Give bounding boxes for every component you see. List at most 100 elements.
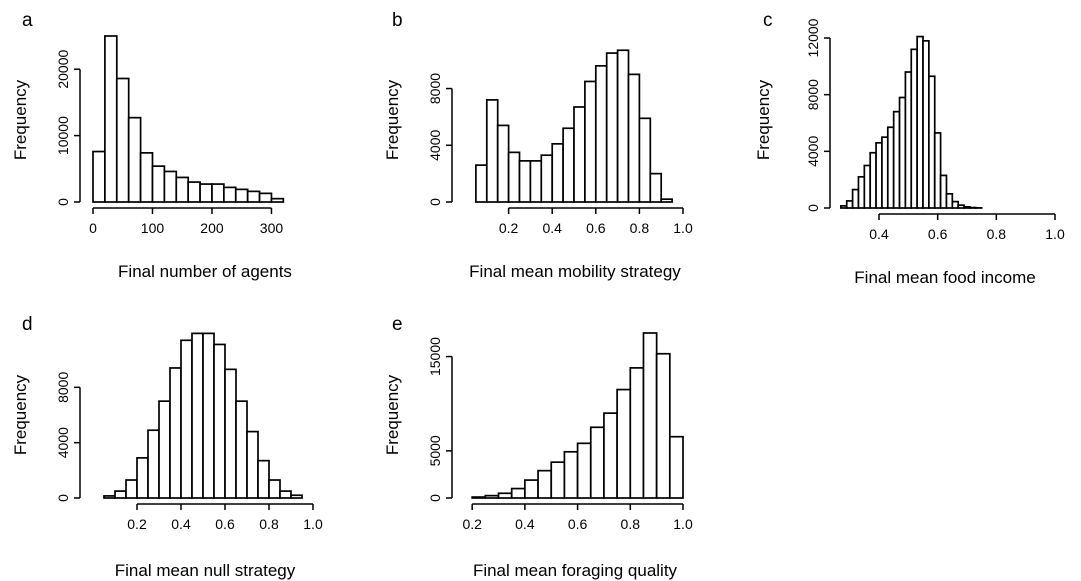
histogram-bar: [211, 183, 225, 203]
histogram-bar: [668, 435, 684, 499]
histogram-bar: [268, 479, 281, 499]
x-tick-label: 0.2: [462, 516, 482, 532]
histogram-bar: [892, 110, 901, 209]
x-tick-label: 0.6: [928, 226, 948, 242]
histogram-bar: [616, 49, 630, 203]
x-tick-label: 100: [141, 220, 165, 236]
x-tick-label: 1.0: [303, 516, 323, 532]
histogram-bar: [928, 75, 936, 209]
panel-b: b 0.2 0.4 0.6 0.8 1.0 0 4000 8000 Final mean mobi…: [383, 10, 693, 281]
histogram-bar: [518, 160, 532, 203]
y-axis-title: Frequency: [11, 374, 30, 455]
histogram-bar: [103, 495, 116, 499]
panel-c: c 0.4 0.6 0.8 1.0 0 4000 8000 12000 Final mean fo…: [754, 10, 1065, 287]
y-tick-label: 8000: [55, 372, 71, 403]
histogram-bar: [939, 174, 948, 209]
histogram-bar: [945, 192, 954, 209]
y-tick-label: 0: [55, 494, 71, 502]
panel-letter: e: [392, 314, 403, 335]
histogram-bar: [270, 197, 285, 203]
histogram-bar: [114, 490, 127, 499]
histogram-bar: [163, 170, 178, 203]
histogram-bar: [484, 494, 500, 499]
y-tick-label: 12000: [805, 18, 821, 57]
histogram-bar: [573, 106, 586, 203]
histogram-bar: [857, 175, 866, 209]
histogram-bar: [957, 204, 965, 209]
histogram-bar: [562, 127, 575, 203]
x-tick-label: 200: [200, 220, 224, 236]
histogram-bar: [886, 126, 895, 209]
histogram-bar: [629, 367, 645, 499]
histogram-bar: [951, 200, 960, 209]
x-tick-label: 0.8: [630, 220, 650, 236]
x-tick-label: 0.2: [499, 220, 519, 236]
x-tick-label: 1.0: [673, 220, 693, 236]
histogram-bar: [187, 181, 201, 203]
histogram-bar: [933, 132, 942, 209]
histogram-bar: [540, 154, 554, 203]
histogram-bar: [881, 136, 889, 209]
histogram-bar: [151, 165, 166, 203]
histogram-bar: [257, 459, 270, 499]
x-tick-label: 0.6: [215, 516, 235, 532]
histogram-bar: [497, 492, 513, 499]
histogram-bar: [199, 183, 213, 203]
histogram-bar: [223, 186, 237, 203]
histogram-bar: [922, 39, 930, 209]
y-axis-title: Frequency: [383, 79, 402, 160]
panel-letter: d: [22, 314, 33, 335]
histogram-bar: [863, 164, 872, 209]
histogram-bar: [510, 487, 526, 499]
x-tick-label: 0.8: [621, 516, 641, 532]
histogram-bar: [175, 176, 190, 203]
y-tick-label: 0: [427, 494, 443, 502]
x-axis-title: Final mean food income: [854, 268, 1035, 287]
y-axis-title: Frequency: [383, 374, 402, 455]
histogram-bar: [875, 141, 883, 209]
histogram-bar: [475, 164, 488, 203]
y-tick-label: 0: [427, 198, 443, 206]
histogram-bar: [290, 494, 303, 499]
histogram-bar: [496, 124, 510, 203]
histogram-bar: [136, 457, 149, 499]
y-axis-title: Frequency: [11, 79, 30, 160]
histogram-bar: [529, 160, 543, 203]
y-tick-label: 10000: [55, 116, 71, 155]
histogram-bar: [147, 429, 160, 499]
y-axis-title: Frequency: [754, 79, 773, 160]
histogram-bar: [191, 332, 204, 499]
histogram-bar: [524, 479, 539, 499]
histogram-bar: [551, 143, 564, 203]
histogram-bar: [125, 479, 138, 499]
histogram-bar: [655, 352, 671, 499]
histogram-bar: [258, 192, 273, 203]
panel-letter: a: [22, 10, 33, 31]
histogram-bar: [589, 426, 605, 499]
x-axis-title: Final mean mobility strategy: [469, 262, 681, 281]
x-tick-label: 0.4: [542, 220, 562, 236]
panel-e: e 0.2 0.4 0.6 0.8 1.0 0 5000 15000 Final mean for…: [383, 314, 693, 580]
histogram-bar: [507, 151, 521, 203]
x-axis-title: Final mean null strategy: [115, 561, 296, 580]
panel-a: a 0 100 200 300 0 10000 20000 Final number of ag…: [11, 10, 292, 281]
y-tick-label: 20000: [55, 50, 71, 89]
x-tick-label: 1.0: [673, 516, 693, 532]
histogram-bar: [471, 496, 487, 499]
histogram-bar: [563, 450, 579, 499]
histogram-bar: [642, 332, 658, 499]
histogram-bar: [845, 200, 854, 209]
histogram-bar: [869, 151, 877, 209]
histogram-bar: [127, 116, 142, 203]
histogram-bar: [115, 77, 130, 203]
x-tick-label: 0.6: [568, 516, 588, 532]
y-tick-label: 15000: [427, 337, 443, 376]
x-tick-label: 0.4: [515, 516, 535, 532]
histogram-bar: [485, 99, 499, 203]
histogram-bar: [904, 71, 913, 209]
histogram-bar: [104, 35, 118, 203]
histogram-bar: [202, 332, 215, 499]
histogram-bar: [627, 73, 641, 203]
x-tick-label: 0.4: [171, 516, 191, 532]
